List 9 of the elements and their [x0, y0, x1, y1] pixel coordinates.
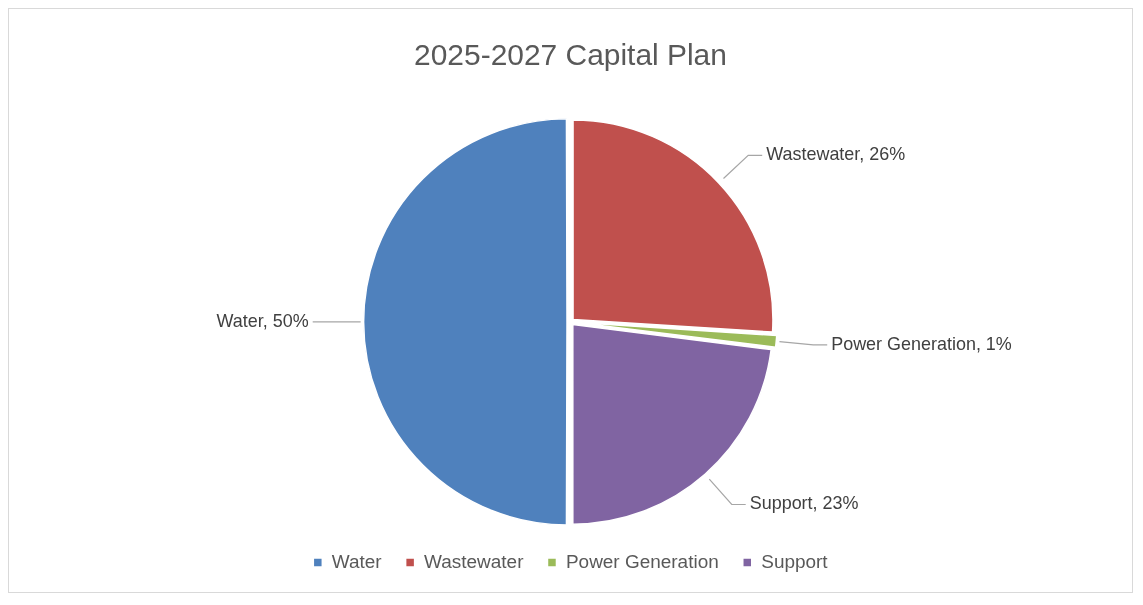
- data-label: Power Generation, 1%: [831, 333, 1012, 354]
- legend-label: Water: [331, 550, 382, 572]
- data-label: Wastewater, 26%: [766, 144, 906, 165]
- legend-label: Power Generation: [565, 550, 719, 572]
- legend-label: Wastewater: [424, 550, 524, 572]
- data-label: Support, 23%: [749, 493, 859, 514]
- data-label: Water, 50%: [216, 310, 309, 331]
- chart-title: 2025-2027 Capital Plan: [414, 38, 727, 72]
- legend-label: Support: [761, 550, 829, 572]
